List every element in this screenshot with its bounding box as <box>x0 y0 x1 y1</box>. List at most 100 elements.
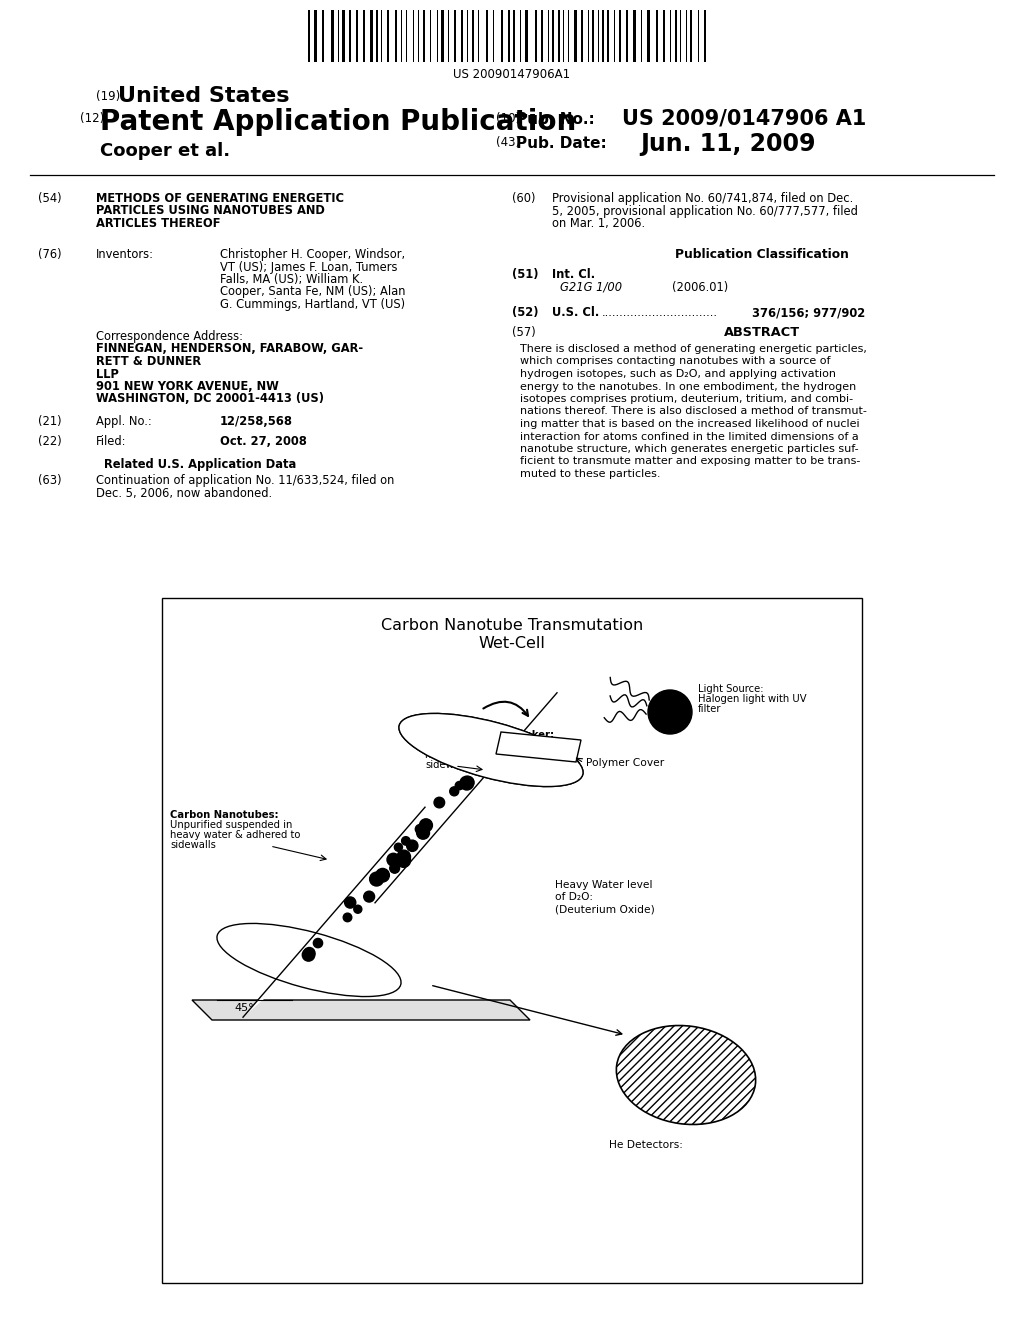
Text: on Mar. 1, 2006.: on Mar. 1, 2006. <box>552 216 645 230</box>
Bar <box>441 11 444 62</box>
Circle shape <box>407 840 418 851</box>
Bar <box>602 11 604 62</box>
Text: (43): (43) <box>496 136 520 149</box>
Text: which comprises contacting nanotubes with a source of: which comprises contacting nanotubes wit… <box>520 356 830 367</box>
Text: Wet-Cell: Wet-Cell <box>478 636 546 651</box>
Bar <box>342 11 345 62</box>
Text: PARTICLES USING NANOTUBES AND: PARTICLES USING NANOTUBES AND <box>96 205 325 218</box>
Text: ................................: ................................ <box>602 306 718 319</box>
Text: WASHINGTON, DC 20001-4413 (US): WASHINGTON, DC 20001-4413 (US) <box>96 392 324 405</box>
Circle shape <box>354 906 361 913</box>
Bar <box>633 11 636 62</box>
Text: G21G 1/00: G21G 1/00 <box>560 281 623 293</box>
Circle shape <box>456 781 464 789</box>
Bar <box>376 11 378 62</box>
Text: nanotubes adhered to the: nanotubes adhered to the <box>425 750 555 760</box>
Text: (51): (51) <box>512 268 539 281</box>
Polygon shape <box>193 1001 530 1020</box>
Text: US 20090147906A1: US 20090147906A1 <box>454 69 570 81</box>
Text: FINNEGAN, HENDERSON, FARABOW, GAR-: FINNEGAN, HENDERSON, FARABOW, GAR- <box>96 342 364 355</box>
Circle shape <box>302 949 314 961</box>
Bar <box>508 11 510 62</box>
Bar <box>370 11 373 62</box>
Text: Publication Classification: Publication Classification <box>675 248 849 261</box>
Circle shape <box>345 898 355 908</box>
Bar <box>461 11 463 62</box>
Text: Jun. 11, 2009: Jun. 11, 2009 <box>640 132 815 156</box>
Text: ing matter that is based on the increased likelihood of nuclei: ing matter that is based on the increase… <box>520 418 859 429</box>
Bar <box>356 11 358 62</box>
Circle shape <box>313 939 323 948</box>
Circle shape <box>390 863 399 874</box>
Circle shape <box>417 826 429 840</box>
Bar <box>423 11 425 62</box>
Bar <box>541 11 543 62</box>
Bar <box>675 11 677 62</box>
Ellipse shape <box>616 1026 756 1125</box>
Text: Halogen light with UV: Halogen light with UV <box>698 694 807 704</box>
Text: 376/156; 977/902: 376/156; 977/902 <box>752 306 865 319</box>
Ellipse shape <box>399 713 583 787</box>
Bar <box>472 11 474 62</box>
Text: energy to the nanotubes. In one embodiment, the hydrogen: energy to the nanotubes. In one embodime… <box>520 381 856 392</box>
Bar <box>162 598 862 1283</box>
Circle shape <box>420 818 432 832</box>
Text: (2006.01): (2006.01) <box>672 281 728 293</box>
Text: Polymer Cover: Polymer Cover <box>586 758 665 768</box>
Text: He Detectors:: He Detectors: <box>609 1140 683 1150</box>
Text: (19): (19) <box>96 90 120 103</box>
Bar <box>395 11 397 62</box>
Text: (60): (60) <box>512 191 536 205</box>
Bar <box>501 11 503 62</box>
Text: U.S. Cl.: U.S. Cl. <box>552 306 599 319</box>
Text: Provisional application No. 60/741,874, filed on Dec.: Provisional application No. 60/741,874, … <box>552 191 853 205</box>
Text: isotopes comprises protium, deuterium, tritium, and combi-: isotopes comprises protium, deuterium, t… <box>520 393 853 404</box>
Text: nations thereof. There is also disclosed a method of transmut-: nations thereof. There is also disclosed… <box>520 407 867 417</box>
Circle shape <box>343 913 352 921</box>
Text: (10): (10) <box>496 112 520 125</box>
Circle shape <box>376 869 389 882</box>
Text: METHODS OF GENERATING ENERGETIC: METHODS OF GENERATING ENERGETIC <box>96 191 344 205</box>
Text: Appl. No.:: Appl. No.: <box>96 414 152 428</box>
Circle shape <box>387 853 399 866</box>
Text: Cooper et al.: Cooper et al. <box>100 143 230 160</box>
Bar <box>362 11 365 62</box>
Text: (12): (12) <box>80 112 104 125</box>
Text: (52): (52) <box>512 306 539 319</box>
Text: Inventors:: Inventors: <box>96 248 154 261</box>
Bar <box>454 11 456 62</box>
Text: Oct. 27, 2008: Oct. 27, 2008 <box>220 436 307 447</box>
Bar <box>349 11 351 62</box>
Text: (63): (63) <box>38 474 61 487</box>
Bar <box>647 11 650 62</box>
Circle shape <box>401 837 410 845</box>
Polygon shape <box>496 733 581 762</box>
Bar <box>535 11 537 62</box>
Text: Int. Cl.: Int. Cl. <box>552 268 595 281</box>
Bar <box>705 11 706 62</box>
Text: Heavy Water level: Heavy Water level <box>555 880 652 890</box>
Text: Patent Application Publication: Patent Application Publication <box>100 108 577 136</box>
Text: hydrogen isotopes, such as D₂O, and applying activation: hydrogen isotopes, such as D₂O, and appl… <box>520 370 836 379</box>
Text: Rotating Glass Beaker:: Rotating Glass Beaker: <box>425 730 554 741</box>
Bar <box>574 11 577 62</box>
Text: To periodically wet the carbon: To periodically wet the carbon <box>425 741 574 750</box>
Text: 901 NEW YORK AVENUE, NW: 901 NEW YORK AVENUE, NW <box>96 380 279 393</box>
Circle shape <box>370 873 384 886</box>
Text: Continuation of application No. 11/633,524, filed on: Continuation of application No. 11/633,5… <box>96 474 394 487</box>
Text: Filed:: Filed: <box>96 436 127 447</box>
Bar <box>308 11 310 62</box>
Text: (57): (57) <box>512 326 536 339</box>
Text: 5, 2005, provisional application No. 60/777,577, filed: 5, 2005, provisional application No. 60/… <box>552 205 858 218</box>
Text: Light Source:: Light Source: <box>698 684 764 694</box>
Text: Cooper, Santa Fe, NM (US); Alan: Cooper, Santa Fe, NM (US); Alan <box>220 285 406 298</box>
Bar <box>558 11 560 62</box>
Bar <box>331 11 334 62</box>
Bar <box>513 11 515 62</box>
Text: Unpurified suspended in: Unpurified suspended in <box>170 820 293 830</box>
Text: ABSTRACT: ABSTRACT <box>724 326 800 339</box>
Bar <box>387 11 389 62</box>
Text: filter: filter <box>698 704 722 714</box>
Bar <box>690 11 692 62</box>
Polygon shape <box>243 693 557 1018</box>
